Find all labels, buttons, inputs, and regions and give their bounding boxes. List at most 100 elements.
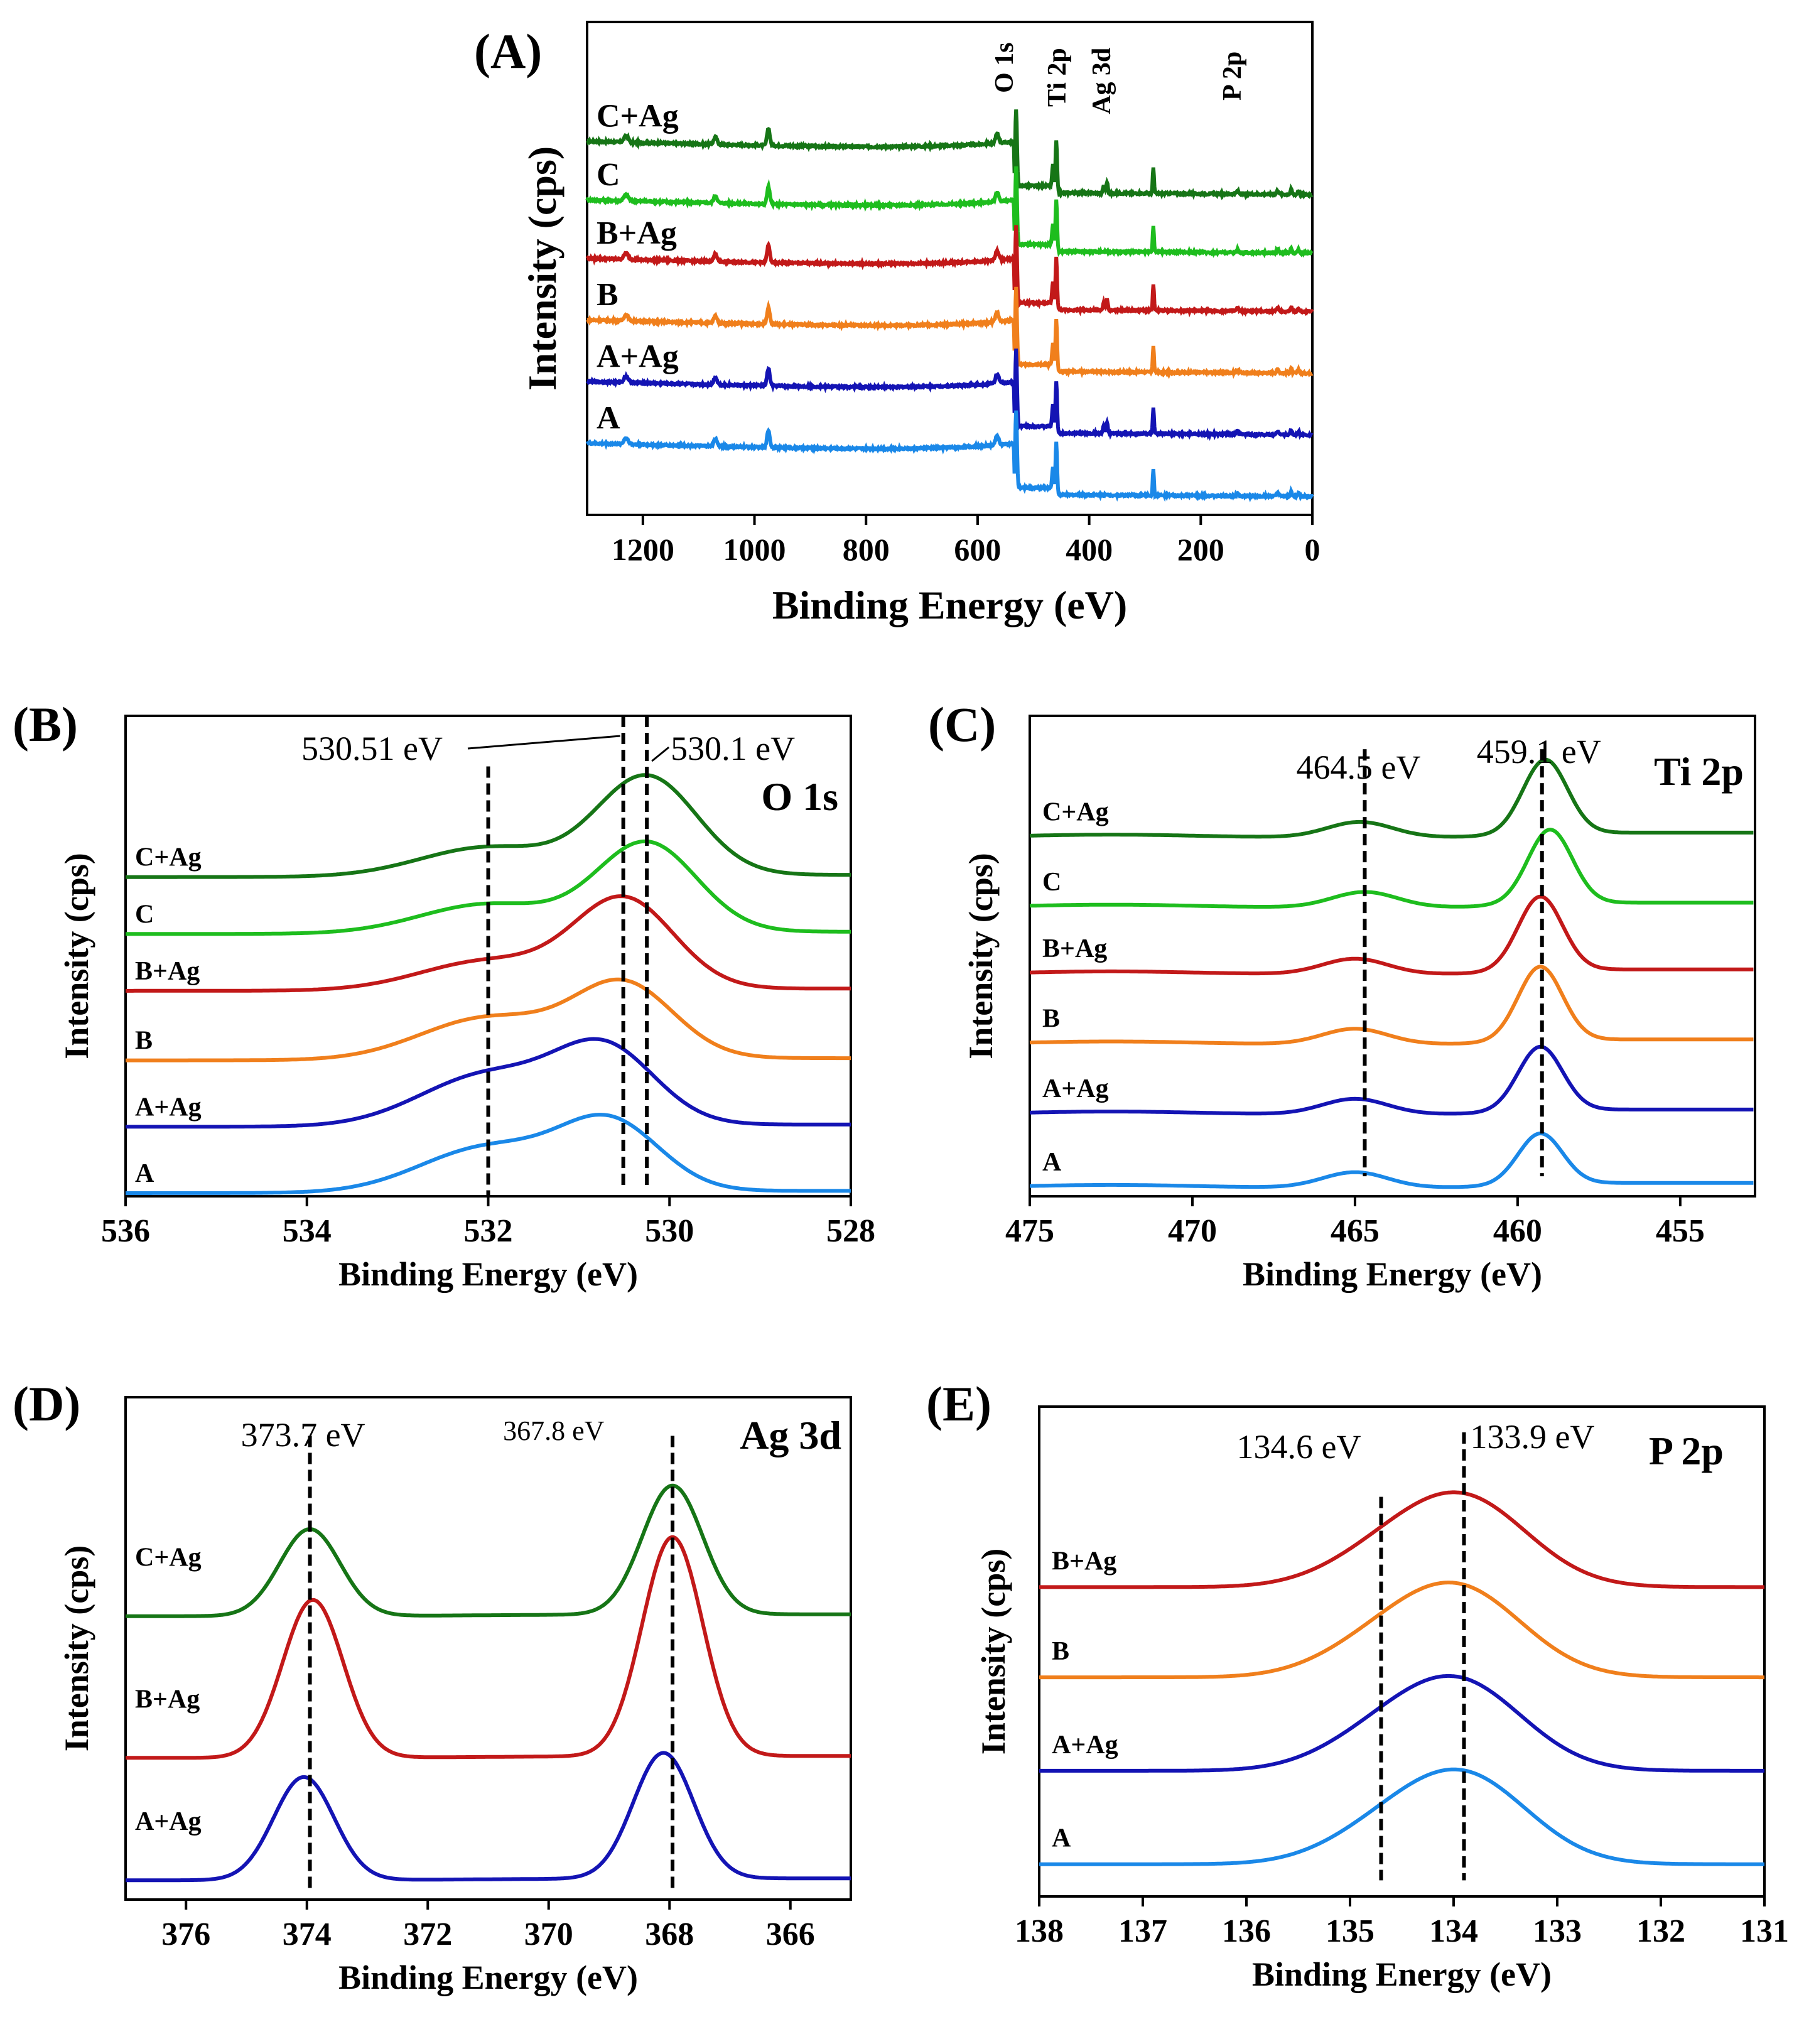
annotation-leader <box>651 746 670 762</box>
series-label-c: C <box>1042 868 1061 897</box>
x-tick-label: 138 <box>1015 1913 1064 1949</box>
series-line-c <box>1029 828 1754 909</box>
x-tick-label: 368 <box>645 1917 694 1952</box>
series-line-c-plus-ag <box>586 109 1314 200</box>
series-label-c-plus-ag: C+Ag <box>1042 798 1109 826</box>
series-line-b <box>126 977 851 1063</box>
series-line-b <box>586 286 1314 380</box>
peak-label: P 2p <box>1218 51 1247 100</box>
x-tick-label: 131 <box>1740 1913 1789 1949</box>
series-line-c-plus-ag <box>126 773 851 879</box>
x-tick-label: 465 <box>1331 1213 1380 1249</box>
x-tick-label: 135 <box>1326 1913 1375 1949</box>
x-tick-label: 400 <box>1066 532 1113 567</box>
peak-label: Ti 2p <box>1043 48 1072 107</box>
x-tick-label: 475 <box>1005 1213 1054 1249</box>
x-tick-label: 455 <box>1656 1213 1705 1249</box>
x-tick-label: 460 <box>1493 1213 1542 1249</box>
annotation-367-8: 367.8 eV <box>503 1415 605 1446</box>
series-label-a: A <box>597 400 620 436</box>
panel-label: (C) <box>928 697 996 752</box>
series-label-a: A <box>1052 1824 1071 1853</box>
annotation-leader <box>467 735 620 750</box>
series-label-b: B <box>597 277 618 313</box>
x-tick-label: 370 <box>524 1917 573 1952</box>
series-label-b: B <box>135 1027 153 1056</box>
series-line-b <box>1039 1581 1764 1680</box>
panel-label: (E) <box>926 1376 991 1431</box>
x-tick-label: 530 <box>645 1213 694 1249</box>
series-label-a-plus-ag: A+Ag <box>135 1807 202 1836</box>
series-label-a-plus-ag: A+Ag <box>597 338 679 374</box>
series-label-a-plus-ag: A+Ag <box>1052 1731 1118 1760</box>
series-line-a <box>1039 1767 1764 1866</box>
series-line-a-plus-ag <box>126 1751 851 1883</box>
series-label-c: C <box>135 900 154 929</box>
series-label-b: B <box>1042 1005 1060 1034</box>
series-label-a-plus-ag: A+Ag <box>135 1093 202 1122</box>
panel-title: O 1s <box>761 774 838 819</box>
annotation-459-1: 459.1 eV <box>1477 733 1601 771</box>
annotation-134-6: 134.6 eV <box>1237 1428 1361 1466</box>
x-tick-label: 600 <box>954 532 1001 567</box>
x-tick-label: 200 <box>1177 532 1224 567</box>
series-label-b-plus-ag: B+Ag <box>135 1685 200 1714</box>
panel-label: (B) <box>13 697 78 752</box>
series-line-a-plus-ag <box>1039 1674 1764 1773</box>
x-axis-label: Binding Energy (eV) <box>772 583 1127 627</box>
plot-frame <box>1029 715 1756 1198</box>
series-label-b-plus-ag: B+Ag <box>1052 1547 1116 1576</box>
series-line-b-plus-ag <box>1030 894 1754 976</box>
peak-label: O 1s <box>990 42 1019 93</box>
x-tick-label: 372 <box>403 1917 452 1952</box>
x-tick-label: 374 <box>283 1917 332 1952</box>
panel-title: P 2p <box>1649 1429 1724 1473</box>
x-tick-label: 133 <box>1533 1913 1582 1949</box>
y-axis-label: Intensity (cps) <box>962 853 1000 1059</box>
x-tick-label: 534 <box>283 1213 332 1249</box>
x-tick-label: 800 <box>843 532 890 567</box>
series-line-a <box>585 410 1314 503</box>
series-label-b: B <box>1052 1637 1069 1666</box>
x-tick-label: 366 <box>766 1917 815 1952</box>
series-label-c: C <box>597 157 620 193</box>
x-tick-label: 536 <box>101 1213 150 1249</box>
x-tick-label: 1000 <box>723 532 786 567</box>
x-tick-label: 1200 <box>612 532 674 567</box>
x-axis-label: Binding Energy (eV) <box>1252 1955 1552 1993</box>
panel-c-ti2p: 475 470 465 460 455 Binding Energy (eV) Intens… <box>928 697 1756 1293</box>
series-label-b-plus-ag: B+Ag <box>1042 934 1107 963</box>
series-line-c <box>585 166 1314 259</box>
series-line-a-plus-ag <box>126 1037 851 1129</box>
panel-d-ag3d: 376 374 372 370 368 366 Binding Energy (eV) Int… <box>13 1376 852 1996</box>
x-tick-label: 136 <box>1222 1913 1271 1949</box>
x-axis-label: Binding Energy (eV) <box>338 1959 638 1996</box>
peak-label: Ag 3d <box>1088 48 1116 114</box>
series-line-b-plus-ag <box>585 225 1314 318</box>
series-label-b-plus-ag: B+Ag <box>597 215 677 251</box>
series-line-c-plus-ag <box>126 1483 851 1618</box>
series-line-a-plus-ag <box>586 349 1314 441</box>
x-tick-label: 376 <box>161 1917 210 1952</box>
annotation-530-1: 530.1 eV <box>671 730 795 767</box>
panel-label: (A) <box>474 24 542 78</box>
series-line-c-plus-ag <box>1029 757 1754 839</box>
series-label-a: A <box>1042 1148 1062 1177</box>
y-axis-label: Intensity (cps) <box>975 1549 1012 1755</box>
x-tick-label: 532 <box>464 1213 513 1249</box>
y-axis-label: Intensity (cps) <box>520 146 564 391</box>
x-tick-label: 470 <box>1168 1213 1217 1249</box>
series-line-b-plus-ag <box>126 1535 851 1760</box>
annotation-530-51: 530.51 eV <box>301 730 443 767</box>
x-tick-label: 528 <box>826 1213 875 1249</box>
y-axis-label: Intensity (cps) <box>58 853 95 1059</box>
plot-frame <box>124 1396 852 1901</box>
series-line-b-plus-ag <box>1039 1490 1764 1589</box>
x-axis-label: Binding Energy (eV) <box>338 1255 638 1293</box>
panel-title: Ag 3d <box>740 1413 841 1457</box>
x-axis-label: Binding Energy (eV) <box>1243 1255 1542 1293</box>
annotation-133-9: 133.9 eV <box>1471 1418 1595 1456</box>
x-tick-label: 134 <box>1429 1913 1478 1949</box>
annotation-373-7: 373.7 eV <box>241 1416 365 1454</box>
